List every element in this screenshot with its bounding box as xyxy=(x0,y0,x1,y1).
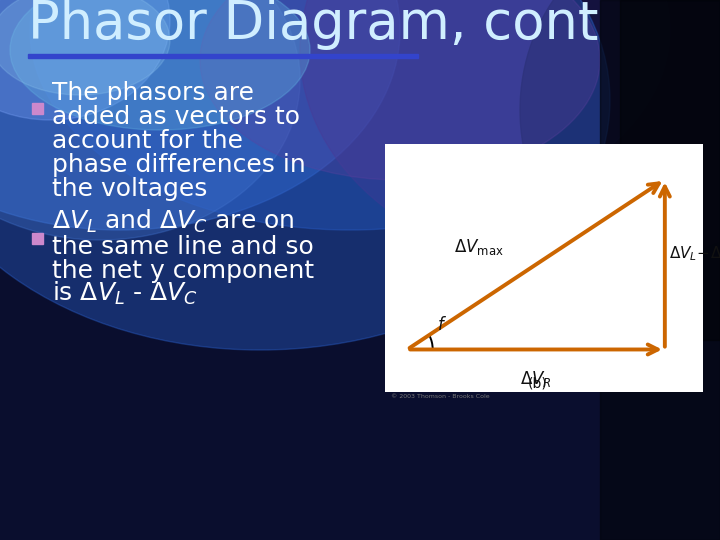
Text: added as vectors to: added as vectors to xyxy=(52,105,300,129)
Text: is $\Delta V_L$ - $\Delta V_C$: is $\Delta V_L$ - $\Delta V_C$ xyxy=(52,280,198,307)
Ellipse shape xyxy=(300,0,720,270)
Text: $\Delta V_L$ and $\Delta V_C$ are on: $\Delta V_L$ and $\Delta V_C$ are on xyxy=(52,208,294,235)
Ellipse shape xyxy=(0,0,610,350)
Text: phase differences in: phase differences in xyxy=(52,153,306,177)
Ellipse shape xyxy=(0,0,170,95)
Ellipse shape xyxy=(10,0,310,130)
Bar xyxy=(600,0,720,540)
Text: $\Delta V_R$: $\Delta V_R$ xyxy=(520,369,552,389)
Ellipse shape xyxy=(0,0,400,230)
Bar xyxy=(385,144,703,392)
Ellipse shape xyxy=(200,0,600,180)
Bar xyxy=(32,103,43,114)
Bar xyxy=(32,233,43,244)
Text: (b): (b) xyxy=(528,376,547,390)
Text: © 2003 Thomson - Brooks Cole: © 2003 Thomson - Brooks Cole xyxy=(392,395,490,400)
Text: The phasors are: The phasors are xyxy=(52,81,254,105)
Text: Phasor Diagram, cont: Phasor Diagram, cont xyxy=(28,0,598,50)
Text: $\Delta V_L\!-\!\Delta V_C$: $\Delta V_L\!-\!\Delta V_C$ xyxy=(669,245,720,263)
Ellipse shape xyxy=(0,0,170,120)
Ellipse shape xyxy=(30,0,670,230)
Text: the net y component: the net y component xyxy=(52,259,314,283)
Text: account for the: account for the xyxy=(52,129,243,153)
Ellipse shape xyxy=(0,0,300,240)
Text: the voltages: the voltages xyxy=(52,177,207,201)
Text: the same line and so: the same line and so xyxy=(52,235,314,259)
Bar xyxy=(620,0,720,340)
Bar xyxy=(28,54,418,58)
Text: $\Delta V_{\mathrm{max}}$: $\Delta V_{\mathrm{max}}$ xyxy=(454,238,504,258)
Ellipse shape xyxy=(520,0,720,290)
Text: $f$: $f$ xyxy=(438,315,447,334)
